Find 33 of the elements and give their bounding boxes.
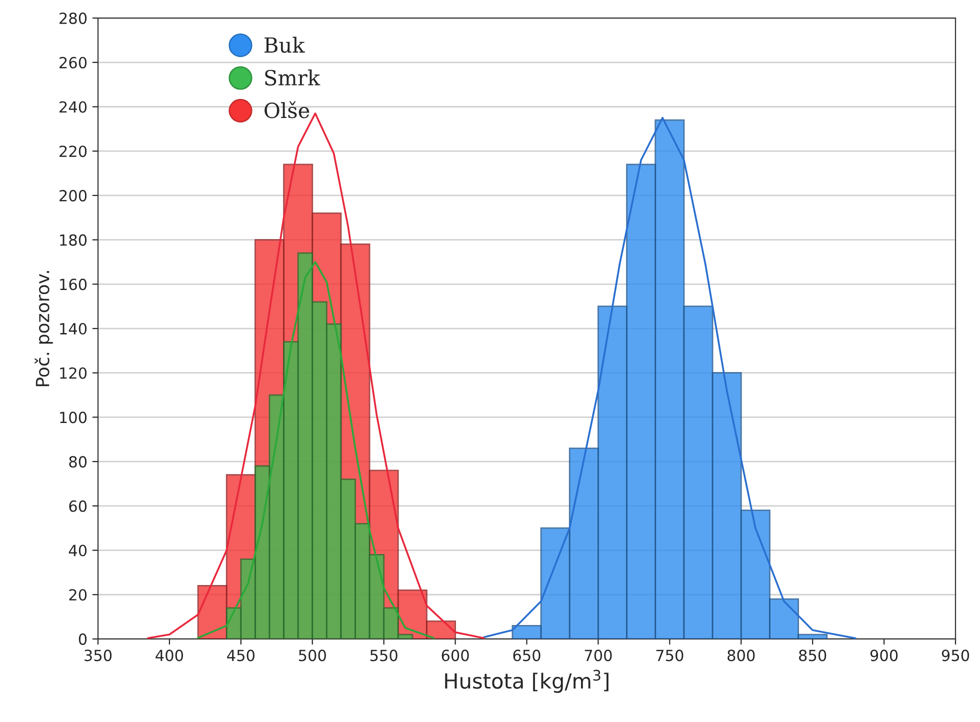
- x-tick-label: 600: [442, 650, 469, 662]
- y-axis-title: Poč. pozorov.: [34, 271, 53, 386]
- legend-label: Smrk: [265, 69, 320, 86]
- x-axis-title: Hustota [kg/m$^{3}$]: [445, 670, 608, 693]
- y-tick-label: 120: [60, 367, 87, 379]
- x-tick-label: 900: [870, 650, 898, 662]
- y-tick-label: 260: [60, 56, 87, 68]
- legend-label: Buk: [264, 36, 305, 53]
- y-tick-label: 40: [68, 544, 87, 556]
- y-tick-label: 0: [78, 633, 87, 645]
- y-tick-label: 160: [60, 278, 87, 290]
- y-tick-label: 280: [60, 12, 87, 24]
- x-tick-label: 850: [799, 650, 826, 662]
- y-tick-label: 80: [69, 456, 87, 468]
- x-tick-label: 450: [227, 650, 254, 662]
- y-tick-label: 220: [60, 146, 87, 158]
- x-tick-label: 500: [298, 650, 326, 662]
- y-tick-label: 200: [60, 190, 87, 202]
- x-tick-label: 350: [84, 650, 112, 662]
- y-tick-label: 20: [69, 589, 87, 601]
- x-tick-label: 650: [513, 650, 540, 662]
- x-tick-label: 700: [584, 650, 612, 662]
- x-tick-label: 800: [728, 650, 755, 662]
- y-tick-label: 240: [60, 101, 87, 113]
- x-tick-label: 750: [656, 650, 684, 662]
- legend-label: Olše: [264, 101, 310, 118]
- y-tick-label: 60: [69, 500, 87, 512]
- y-tick-label: 140: [60, 322, 87, 335]
- y-tick-label: 180: [60, 234, 87, 246]
- y-tick-label: 100: [60, 412, 87, 424]
- x-tick-label: 550: [370, 650, 398, 662]
- x-tick-label: 400: [156, 650, 184, 662]
- x-tick-label: 950: [942, 650, 970, 662]
